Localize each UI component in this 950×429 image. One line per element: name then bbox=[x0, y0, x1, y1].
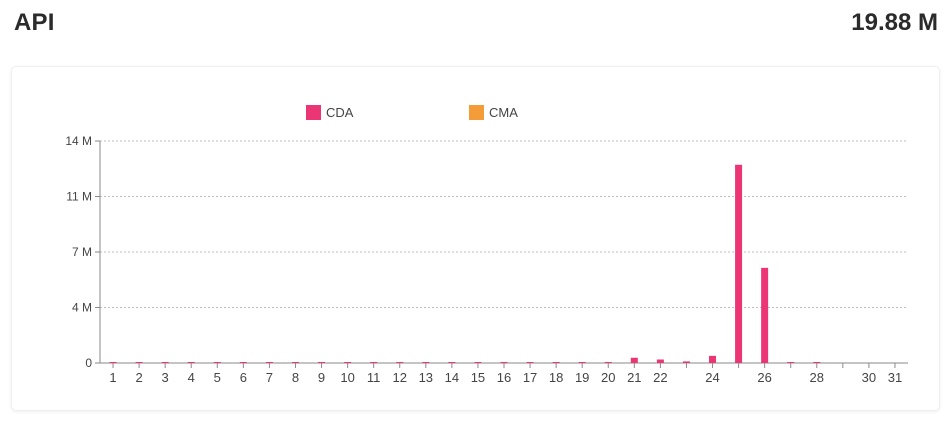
bar-cda-28 bbox=[813, 362, 821, 363]
bar-cda-21 bbox=[630, 357, 638, 363]
x-tick-label: 19 bbox=[575, 370, 589, 385]
bar-cda-2 bbox=[135, 362, 143, 363]
bar-cda-12 bbox=[396, 362, 404, 363]
x-tick-label: 5 bbox=[214, 370, 221, 385]
bar-cda-3 bbox=[161, 362, 169, 363]
x-tick-label: 12 bbox=[393, 370, 407, 385]
x-tick-label: 28 bbox=[810, 370, 824, 385]
x-tick-label: 16 bbox=[497, 370, 511, 385]
header: API 19.88 M bbox=[14, 6, 938, 40]
x-tick-label: 18 bbox=[549, 370, 563, 385]
x-tick-label: 30 bbox=[862, 370, 876, 385]
bar-cda-11 bbox=[370, 362, 378, 363]
x-tick-label: 31 bbox=[888, 370, 902, 385]
x-tick-label: 24 bbox=[705, 370, 719, 385]
x-tick-label: 10 bbox=[340, 370, 354, 385]
y-tick-label: 11 M bbox=[66, 190, 92, 204]
x-tick-label: 20 bbox=[601, 370, 615, 385]
legend-label-cma: CMA bbox=[489, 105, 518, 120]
bar-cda-14 bbox=[448, 362, 456, 363]
bar-cda-10 bbox=[344, 362, 352, 363]
x-tick-label: 14 bbox=[445, 370, 459, 385]
x-tick-label: 13 bbox=[419, 370, 433, 385]
legend-label-cda: CDA bbox=[326, 105, 354, 120]
x-tick-label: 3 bbox=[162, 370, 169, 385]
x-tick-label: 6 bbox=[240, 370, 247, 385]
x-tick-label: 7 bbox=[266, 370, 273, 385]
y-tick-label: 4 M bbox=[72, 301, 92, 315]
x-tick-label: 15 bbox=[471, 370, 485, 385]
bar-cda-24 bbox=[709, 355, 717, 363]
x-tick-label: 4 bbox=[188, 370, 195, 385]
bar-cda-9 bbox=[318, 362, 326, 363]
bar-cda-13 bbox=[422, 362, 430, 363]
x-tick-label: 2 bbox=[135, 370, 142, 385]
bar-cda-15 bbox=[474, 362, 482, 363]
bar-cda-16 bbox=[500, 362, 508, 363]
x-tick-label: 1 bbox=[109, 370, 116, 385]
bar-cda-23 bbox=[682, 361, 690, 363]
bar-cda-6 bbox=[239, 362, 247, 363]
bar-cda-17 bbox=[526, 362, 534, 363]
bar-cda-8 bbox=[291, 362, 299, 363]
bar-cda-25 bbox=[735, 164, 743, 363]
x-tick-label: 11 bbox=[367, 370, 381, 385]
x-tick-label: 17 bbox=[523, 370, 537, 385]
x-tick-label: 9 bbox=[318, 370, 325, 385]
bar-cda-18 bbox=[552, 362, 560, 363]
bar-cda-27 bbox=[787, 362, 795, 363]
x-tick-label: 22 bbox=[653, 370, 667, 385]
bar-cda-5 bbox=[213, 362, 221, 363]
bar-cda-1 bbox=[109, 362, 117, 363]
x-tick-label: 8 bbox=[292, 370, 299, 385]
x-tick-label: 21 bbox=[627, 370, 641, 385]
legend-swatch-cda bbox=[306, 105, 321, 120]
y-tick-label: 0 bbox=[85, 356, 92, 370]
bar-cda-26 bbox=[761, 267, 769, 363]
y-tick-label: 7 M bbox=[72, 245, 92, 259]
y-tick-label: 14 M bbox=[65, 134, 92, 148]
bar-cda-4 bbox=[187, 362, 195, 363]
legend-swatch-cma bbox=[469, 105, 484, 120]
total-value: 19.88 M bbox=[851, 9, 938, 36]
bar-cda-20 bbox=[604, 362, 612, 363]
bar-cda-7 bbox=[265, 362, 273, 363]
bar-cda-19 bbox=[578, 362, 586, 363]
page-title: API bbox=[14, 9, 55, 36]
x-tick-label: 26 bbox=[757, 370, 771, 385]
bar-cda-22 bbox=[656, 359, 664, 363]
